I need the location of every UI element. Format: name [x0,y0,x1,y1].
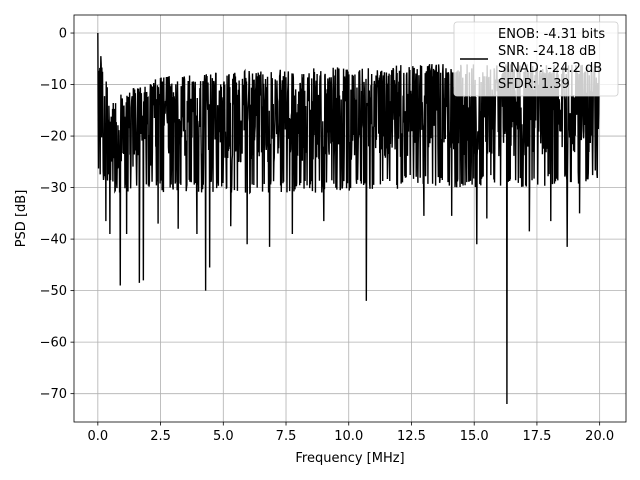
x-tick-label: 10.0 [334,429,363,444]
axes-frame [73,14,627,423]
x-tick-label: 20.0 [585,429,614,444]
legend-enob: ENOB: -4.31 bits [498,27,605,42]
legend: ENOB: -4.31 bits SNR: -24.18 dB SINAD: -… [453,21,619,97]
psd-series-line [97,33,601,404]
series-group [97,33,601,404]
x-tick-label: 0.0 [87,429,108,444]
y-tick-label: 0 [59,27,67,42]
y-axis-ticks: 0 −10 −20 −30 −40 −50 −60 −70 [40,27,74,402]
y-tick-label: −70 [40,387,67,402]
y-tick-label: −20 [40,130,67,145]
x-tick-label: 7.5 [276,429,297,444]
y-tick-label: −10 [40,78,67,93]
y-tick-label: −60 [40,336,67,351]
x-axis-label: Frequency [MHz] [295,451,404,466]
legend-snr: SNR: -24.18 dB [498,44,596,59]
x-tick-label: 12.5 [397,429,426,444]
y-tick-label: −30 [40,181,67,196]
y-axis-label: PSD [dB] [14,190,29,248]
y-tick-label: −50 [40,284,67,299]
y-tick-label: −40 [40,233,67,248]
x-tick-label: 15.0 [460,429,489,444]
x-tick-label: 5.0 [213,429,234,444]
legend-sinad: SINAD: -24.2 dB [498,61,602,76]
x-axis-ticks: 0.0 2.5 5.0 7.5 10.0 12.5 15.0 17.5 20.0 [87,422,614,444]
x-tick-label: 2.5 [150,429,171,444]
legend-box [453,21,619,97]
plot-area [97,33,601,404]
legend-sfdr: SFDR: 1.39 [498,77,570,92]
x-tick-label: 17.5 [522,429,551,444]
